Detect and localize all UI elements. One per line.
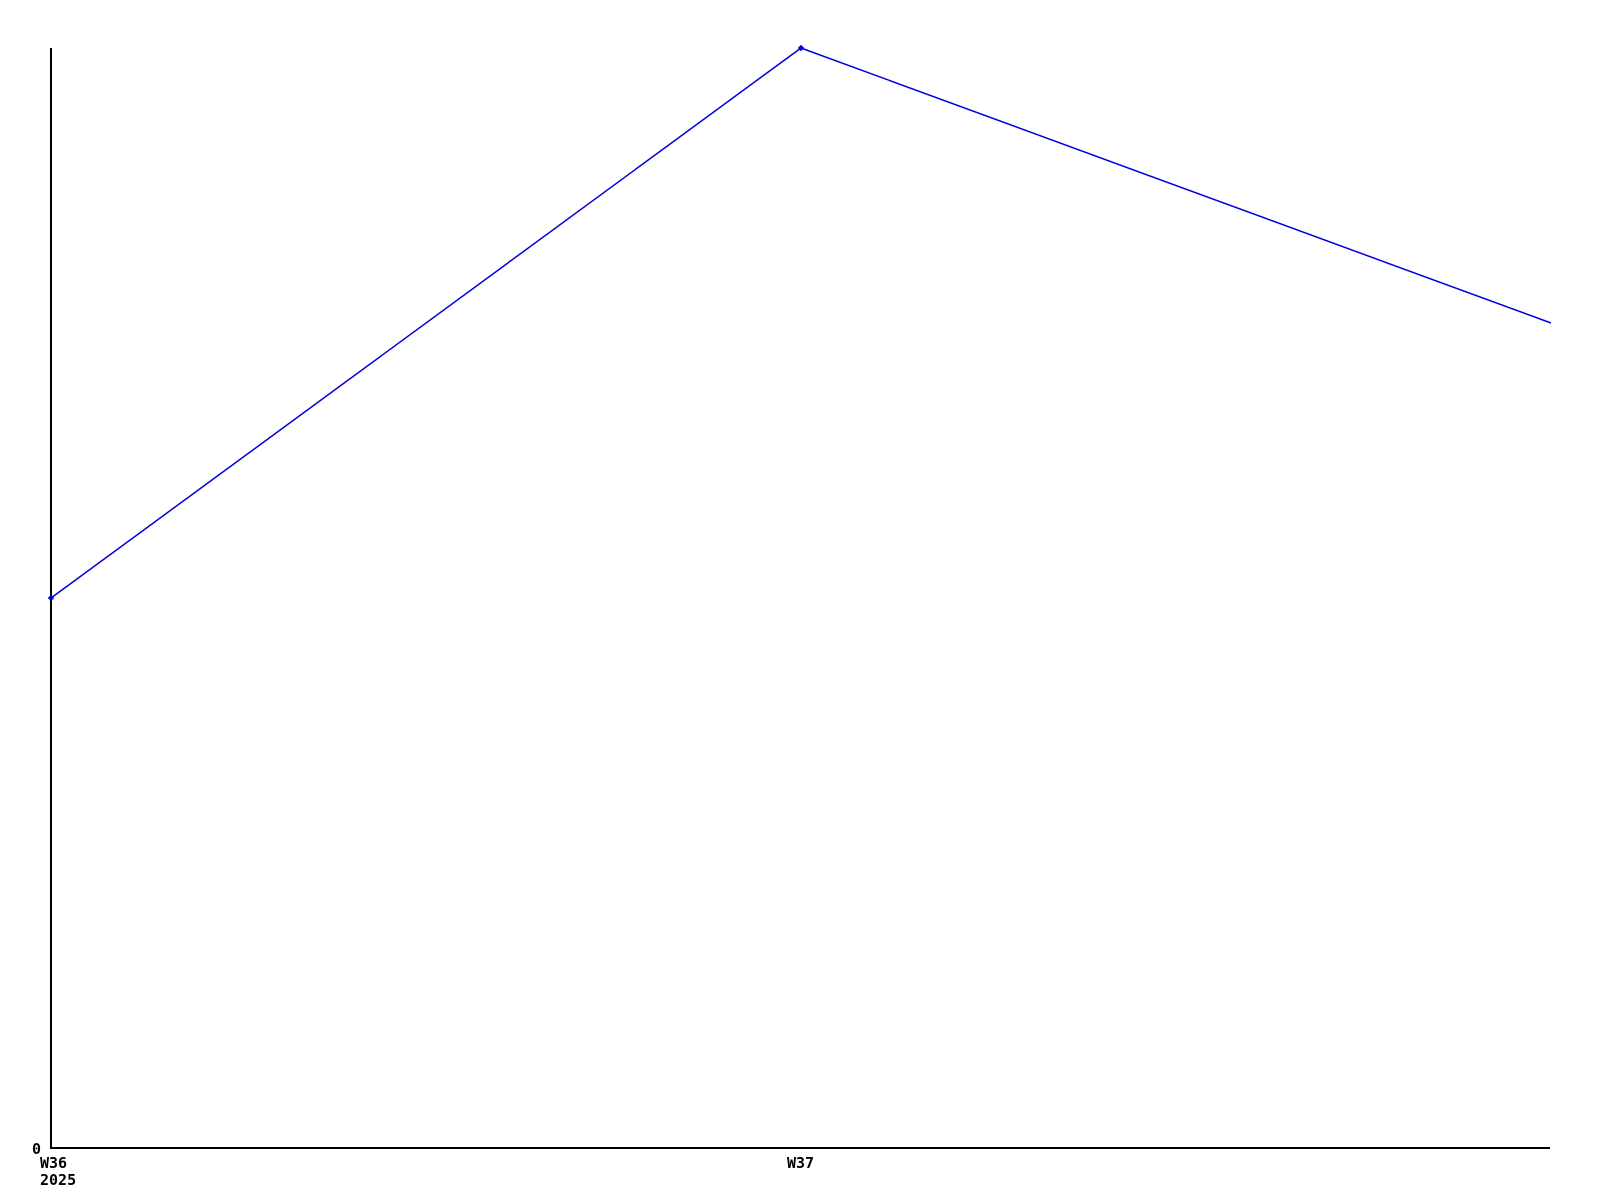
x-tick-label-w36-week: W36 (40, 1154, 67, 1172)
x-tick-label-w36-year: 2025 (40, 1171, 76, 1189)
data-point-marker (797, 44, 805, 52)
x-tick-label-w37-week: W37 (787, 1154, 814, 1172)
data-point-marker (47, 594, 55, 602)
y-tick-label-0: 0 (32, 1140, 41, 1158)
series-line (50, 47, 1552, 599)
series-markers (47, 44, 805, 602)
